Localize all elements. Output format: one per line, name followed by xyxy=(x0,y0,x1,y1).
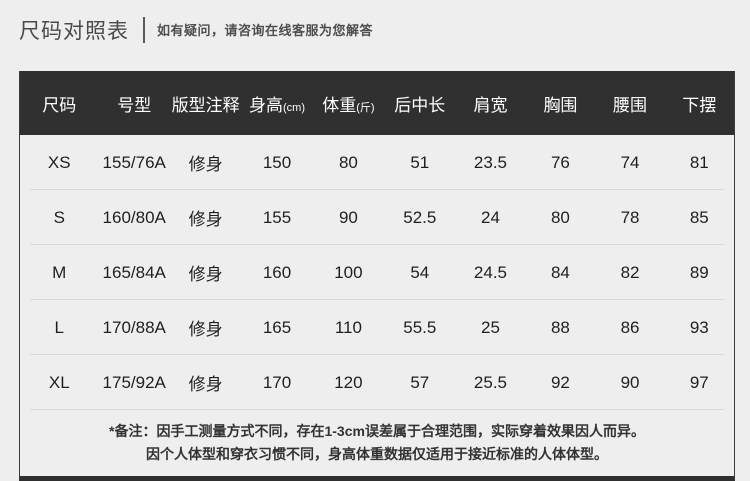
fit-value: 修身 xyxy=(188,375,223,394)
hem-value: 85 xyxy=(689,207,709,227)
size-value: XS xyxy=(47,152,71,172)
size-value: L xyxy=(54,317,64,337)
fit-value: 修身 xyxy=(188,320,223,339)
column-header-bust: 胸围 xyxy=(543,95,578,115)
back-length-value: 55.5 xyxy=(403,317,437,337)
bust-value: 92 xyxy=(550,372,570,392)
unit-label: (斤) xyxy=(356,101,375,114)
size-value: M xyxy=(52,262,67,282)
fit-value: 修身 xyxy=(188,265,223,284)
size-chart-header: 尺码对照表 如有疑问，请咨询在线客服为您解答 xyxy=(0,0,750,71)
model-value: 175/92A xyxy=(102,372,166,392)
page-subtitle: 如有疑问，请咨询在线客服为您解答 xyxy=(157,23,374,38)
weight-value: 120 xyxy=(334,372,363,392)
height-value: 150 xyxy=(262,152,292,172)
hem-value: 93 xyxy=(689,317,709,337)
model-value: 160/80A xyxy=(102,207,166,227)
height-value: 170 xyxy=(262,372,292,392)
page-title: 尺码对照表 xyxy=(19,19,129,43)
model-value: 155/76A xyxy=(102,152,166,172)
measurement-note: *备注：因手工测量方式不同，存在1-3cm误差属于合理范围，实际穿着效果因人而异… xyxy=(20,410,734,476)
hem-value: 81 xyxy=(689,152,709,172)
shoulder-value: 24 xyxy=(481,207,500,227)
weight-value: 90 xyxy=(338,207,358,227)
column-header-back-length: 后中长 xyxy=(394,95,446,115)
shoulder-value: 25.5 xyxy=(473,372,508,392)
size-value: XL xyxy=(48,372,70,392)
back-length-value: 57 xyxy=(410,372,430,392)
back-length-value: 52.5 xyxy=(403,207,437,227)
size-chart-table: 尺码 号型 版型注释 身高(cm) 体重(斤) 后中长 肩宽 胸围 腰围 下摆 … xyxy=(19,71,735,481)
back-length-value: 54 xyxy=(410,262,430,282)
table-row: S 160/80A 修身 155 90 52.5 24 80 78 85 xyxy=(20,190,734,245)
weight-value: 80 xyxy=(338,152,358,172)
column-header-model: 号型 xyxy=(117,95,152,115)
fit-value: 修身 xyxy=(188,210,223,229)
table-row: XL 175/92A 修身 170 120 57 25.5 92 90 97 xyxy=(20,355,734,410)
waist-value: 82 xyxy=(620,262,640,282)
column-header-height: 身高(cm) xyxy=(249,95,305,115)
weight-value: 110 xyxy=(334,317,362,337)
table-row: XS 155/76A 修身 150 80 51 23.5 76 74 81 xyxy=(20,135,734,190)
bust-value: 80 xyxy=(550,207,570,227)
model-value: 165/84A xyxy=(102,262,166,282)
shoulder-value: 23.5 xyxy=(473,152,508,172)
bust-value: 76 xyxy=(550,152,570,172)
waist-value: 90 xyxy=(620,372,640,392)
table-row: M 165/84A 修身 160 100 54 24.5 84 82 89 xyxy=(20,245,734,300)
height-value: 160 xyxy=(262,262,292,282)
note-line-1: *备注：因手工测量方式不同，存在1-3cm误差属于合理范围，实际穿着效果因人而异… xyxy=(109,423,645,439)
column-header-fit-note: 版型注释 xyxy=(171,95,240,115)
weight-value: 100 xyxy=(334,262,363,282)
back-length-value: 51 xyxy=(410,152,430,172)
bust-value: 84 xyxy=(550,262,570,282)
title-divider xyxy=(143,16,145,43)
height-value: 165 xyxy=(262,317,292,337)
fit-value: 修身 xyxy=(188,155,223,174)
column-header-weight: 体重(斤) xyxy=(322,95,375,115)
note-line-2: 因个人体型和穿衣习惯不同，身高体重数据仅适用于接近标准的人体体型。 xyxy=(146,446,608,462)
waist-value: 86 xyxy=(620,317,640,337)
model-value: 170/88A xyxy=(102,317,166,337)
column-header-waist: 腰围 xyxy=(613,95,648,115)
waist-value: 74 xyxy=(620,152,640,172)
hem-value: 97 xyxy=(689,372,709,392)
shoulder-value: 24.5 xyxy=(473,262,508,282)
hem-value: 89 xyxy=(689,262,709,282)
column-header-size: 尺码 xyxy=(42,95,77,115)
table-header-row: 尺码 号型 版型注释 身高(cm) 体重(斤) 后中长 肩宽 胸围 腰围 下摆 xyxy=(20,71,734,135)
waist-value: 78 xyxy=(620,207,640,227)
bust-value: 88 xyxy=(550,317,570,337)
column-header-hem: 下摆 xyxy=(682,95,717,115)
height-value: 155 xyxy=(262,207,292,227)
unit-label: (cm) xyxy=(283,101,305,114)
shoulder-value: 25 xyxy=(481,317,500,337)
column-header-shoulder: 肩宽 xyxy=(473,95,508,115)
table-row: L 170/88A 修身 165 110 55.5 25 88 86 93 xyxy=(20,300,734,355)
size-value: S xyxy=(53,207,65,227)
